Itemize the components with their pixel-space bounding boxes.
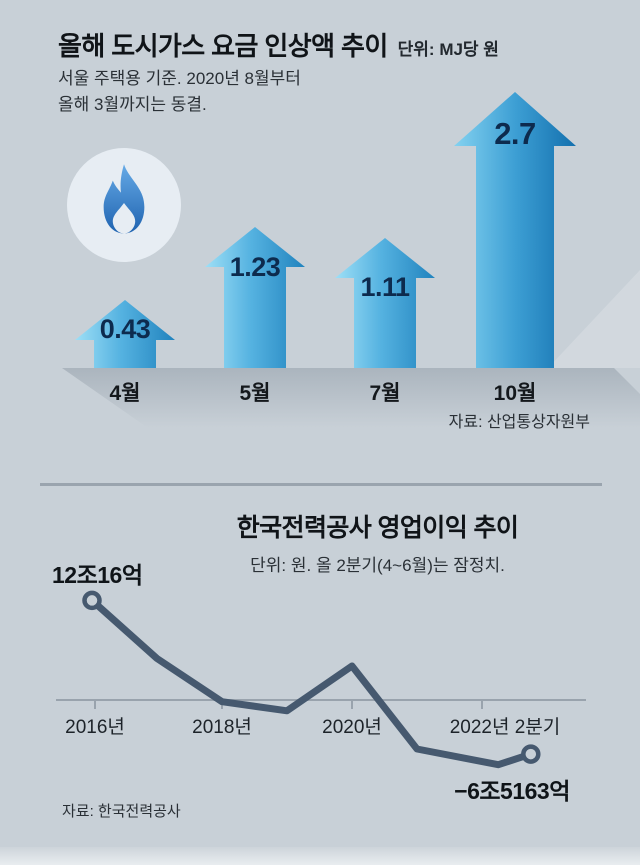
- bottom-edge-decoration: [0, 847, 640, 865]
- gas-chart-header: 올해 도시가스 요금 인상액 추이 단위: MJ당 원: [58, 26, 499, 63]
- gas-value-may: 1.23: [229, 252, 281, 282]
- kepco-line-path: [88, 596, 535, 769]
- section-divider: [40, 483, 602, 486]
- gas-cat-jul: 7월: [369, 382, 401, 405]
- light-beam-decoration: [548, 270, 640, 368]
- kepco-xtick-2016: 2016년: [65, 717, 125, 738]
- gas-arrow-bars: [75, 92, 576, 368]
- gas-cat-oct: 10월: [493, 382, 537, 405]
- gas-chart-unit: 단위: MJ당 원: [397, 40, 499, 59]
- gas-chart-title: 올해 도시가스 요금 인상액 추이: [58, 31, 388, 61]
- kepco-chart-title: 한국전력공사 영업이익 추이: [236, 514, 519, 542]
- gas-chart-note: 서울 주택용 기준. 2020년 8월부터 올해 3월까지는 동결.: [58, 66, 301, 119]
- kepco-line-series: [82, 590, 541, 769]
- gas-chart-source: 자료: 산업통상자원부: [448, 414, 590, 431]
- gas-cat-apr: 4월: [109, 382, 141, 405]
- gas-chart-note-line2: 올해 3월까지는 동결.: [58, 95, 207, 115]
- kepco-start-marker: [82, 590, 102, 611]
- gas-value-jul: 1.11: [360, 272, 410, 302]
- gas-value-oct: 2.7: [494, 116, 536, 151]
- kepco-last-point-label: −6조5163억: [454, 778, 570, 804]
- kepco-xtick-2022q2: 2022년 2분기: [449, 717, 561, 738]
- gas-flame-badge: [67, 148, 181, 267]
- gas-chart-note-line1: 서울 주택용 기준. 2020년 8월부터: [58, 69, 301, 88]
- gas-arrow-bar-4월: [75, 300, 175, 368]
- kepco-chart-subtitle: 단위: 원. 올 2분기(4~6월)는 잠정치.: [250, 556, 505, 575]
- gas-arrow-bar-7월: [335, 238, 435, 368]
- kepco-chart-header: 한국전력공사 영업이익 추이 단위: 원. 올 2분기(4~6월)는 잠정치.: [115, 508, 640, 576]
- kepco-xtick-2018: 2018년: [192, 717, 252, 738]
- kepco-x-axis: [56, 699, 586, 709]
- kepco-chart-source: 자료: 한국전력공사: [62, 803, 181, 820]
- gas-arrow-bar-5월: [205, 227, 305, 368]
- arrow-baseline-shadow: [62, 368, 640, 428]
- gas-flame-icon: [67, 148, 181, 262]
- kepco-first-point-label: 12조16억: [52, 562, 143, 588]
- gas-cat-may: 5월: [239, 382, 271, 405]
- gas-arrow-bar-10월: [454, 92, 576, 368]
- kepco-xtick-2020: 2020년: [322, 717, 382, 738]
- kepco-end-marker: [521, 744, 541, 764]
- gas-value-apr: 0.43: [99, 314, 151, 344]
